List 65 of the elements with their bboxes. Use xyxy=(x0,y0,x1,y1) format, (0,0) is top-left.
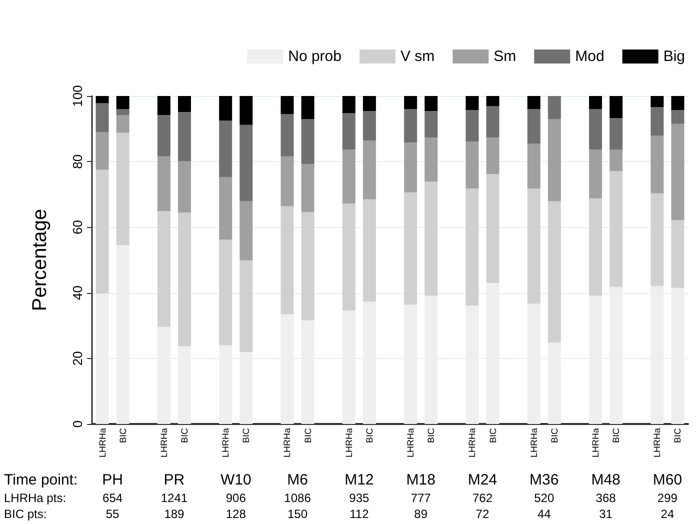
text: 189 xyxy=(164,507,185,521)
x-tick-label: BIC xyxy=(426,428,436,444)
x-tick-label: LHRHa xyxy=(467,428,478,458)
x-tick-label: BIC xyxy=(179,428,190,444)
x-tick-label: BIC xyxy=(364,428,374,444)
x-tick-label: LHRHa xyxy=(590,428,601,458)
text: BIC pts: xyxy=(4,507,47,521)
x-tick-label: BIC xyxy=(611,428,622,444)
y-axis-title: Percentage xyxy=(29,208,51,312)
text: 128 xyxy=(226,507,246,521)
text: M60 xyxy=(652,472,682,488)
legend-label: No prob xyxy=(288,48,342,65)
x-tick-label: LHRHa xyxy=(158,428,169,458)
x-tick-label: BIC xyxy=(488,428,498,444)
y-tick-label: 100 xyxy=(70,85,85,107)
text: M18 xyxy=(406,472,436,488)
text: 89 xyxy=(414,507,428,521)
y-tick-label: 60 xyxy=(70,220,85,234)
text: Time point: xyxy=(4,472,78,488)
x-tick-label: BIC xyxy=(549,428,560,444)
legend-label: V sm xyxy=(400,48,435,65)
x-tick-label: LHRHa xyxy=(344,428,354,458)
text: M36 xyxy=(530,472,559,488)
text: 24 xyxy=(660,507,674,521)
text: 777 xyxy=(410,491,432,505)
x-tick-label: LHRHa xyxy=(652,428,662,458)
text: 935 xyxy=(349,491,370,505)
y-tick-label: 20 xyxy=(70,351,85,366)
text: 1086 xyxy=(284,491,312,505)
text: 762 xyxy=(472,491,493,505)
x-tick-label: BIC xyxy=(241,428,252,444)
text: 150 xyxy=(288,507,308,521)
text: 31 xyxy=(599,507,613,521)
y-tick-label: 40 xyxy=(70,286,85,300)
text: 72 xyxy=(476,507,490,521)
text: M12 xyxy=(344,472,374,488)
x-tick-label: LHRHa xyxy=(97,428,108,458)
text: 368 xyxy=(596,491,616,505)
text: M6 xyxy=(287,472,308,488)
text: 654 xyxy=(102,491,123,505)
text: PR xyxy=(164,472,185,488)
x-tick-label: LHRHa xyxy=(220,428,231,458)
x-tick-label: BIC xyxy=(672,428,683,444)
x-tick-label: LHRHa xyxy=(528,428,539,458)
text: 906 xyxy=(226,491,246,505)
text: 299 xyxy=(657,491,678,505)
text: 520 xyxy=(534,491,554,505)
text: W10 xyxy=(220,472,252,488)
text: 112 xyxy=(350,507,370,521)
text: M24 xyxy=(468,472,498,488)
text: LHRHa pts: xyxy=(4,491,66,505)
legend-label: Sm xyxy=(494,48,516,65)
text: 44 xyxy=(537,507,552,521)
y-tick-label: 80 xyxy=(70,154,85,169)
x-tick-label: LHRHa xyxy=(282,428,292,458)
text: M48 xyxy=(591,472,620,488)
text: PH xyxy=(102,472,123,488)
text: 1241 xyxy=(160,491,188,505)
y-tick-label: 0 xyxy=(70,420,85,428)
text: 55 xyxy=(106,507,120,521)
legend-label: Big xyxy=(663,48,686,65)
x-tick-label: BIC xyxy=(118,428,128,444)
x-tick-label: BIC xyxy=(302,428,313,444)
x-tick-label: LHRHa xyxy=(406,428,416,458)
legend-label: Mod xyxy=(575,48,604,65)
